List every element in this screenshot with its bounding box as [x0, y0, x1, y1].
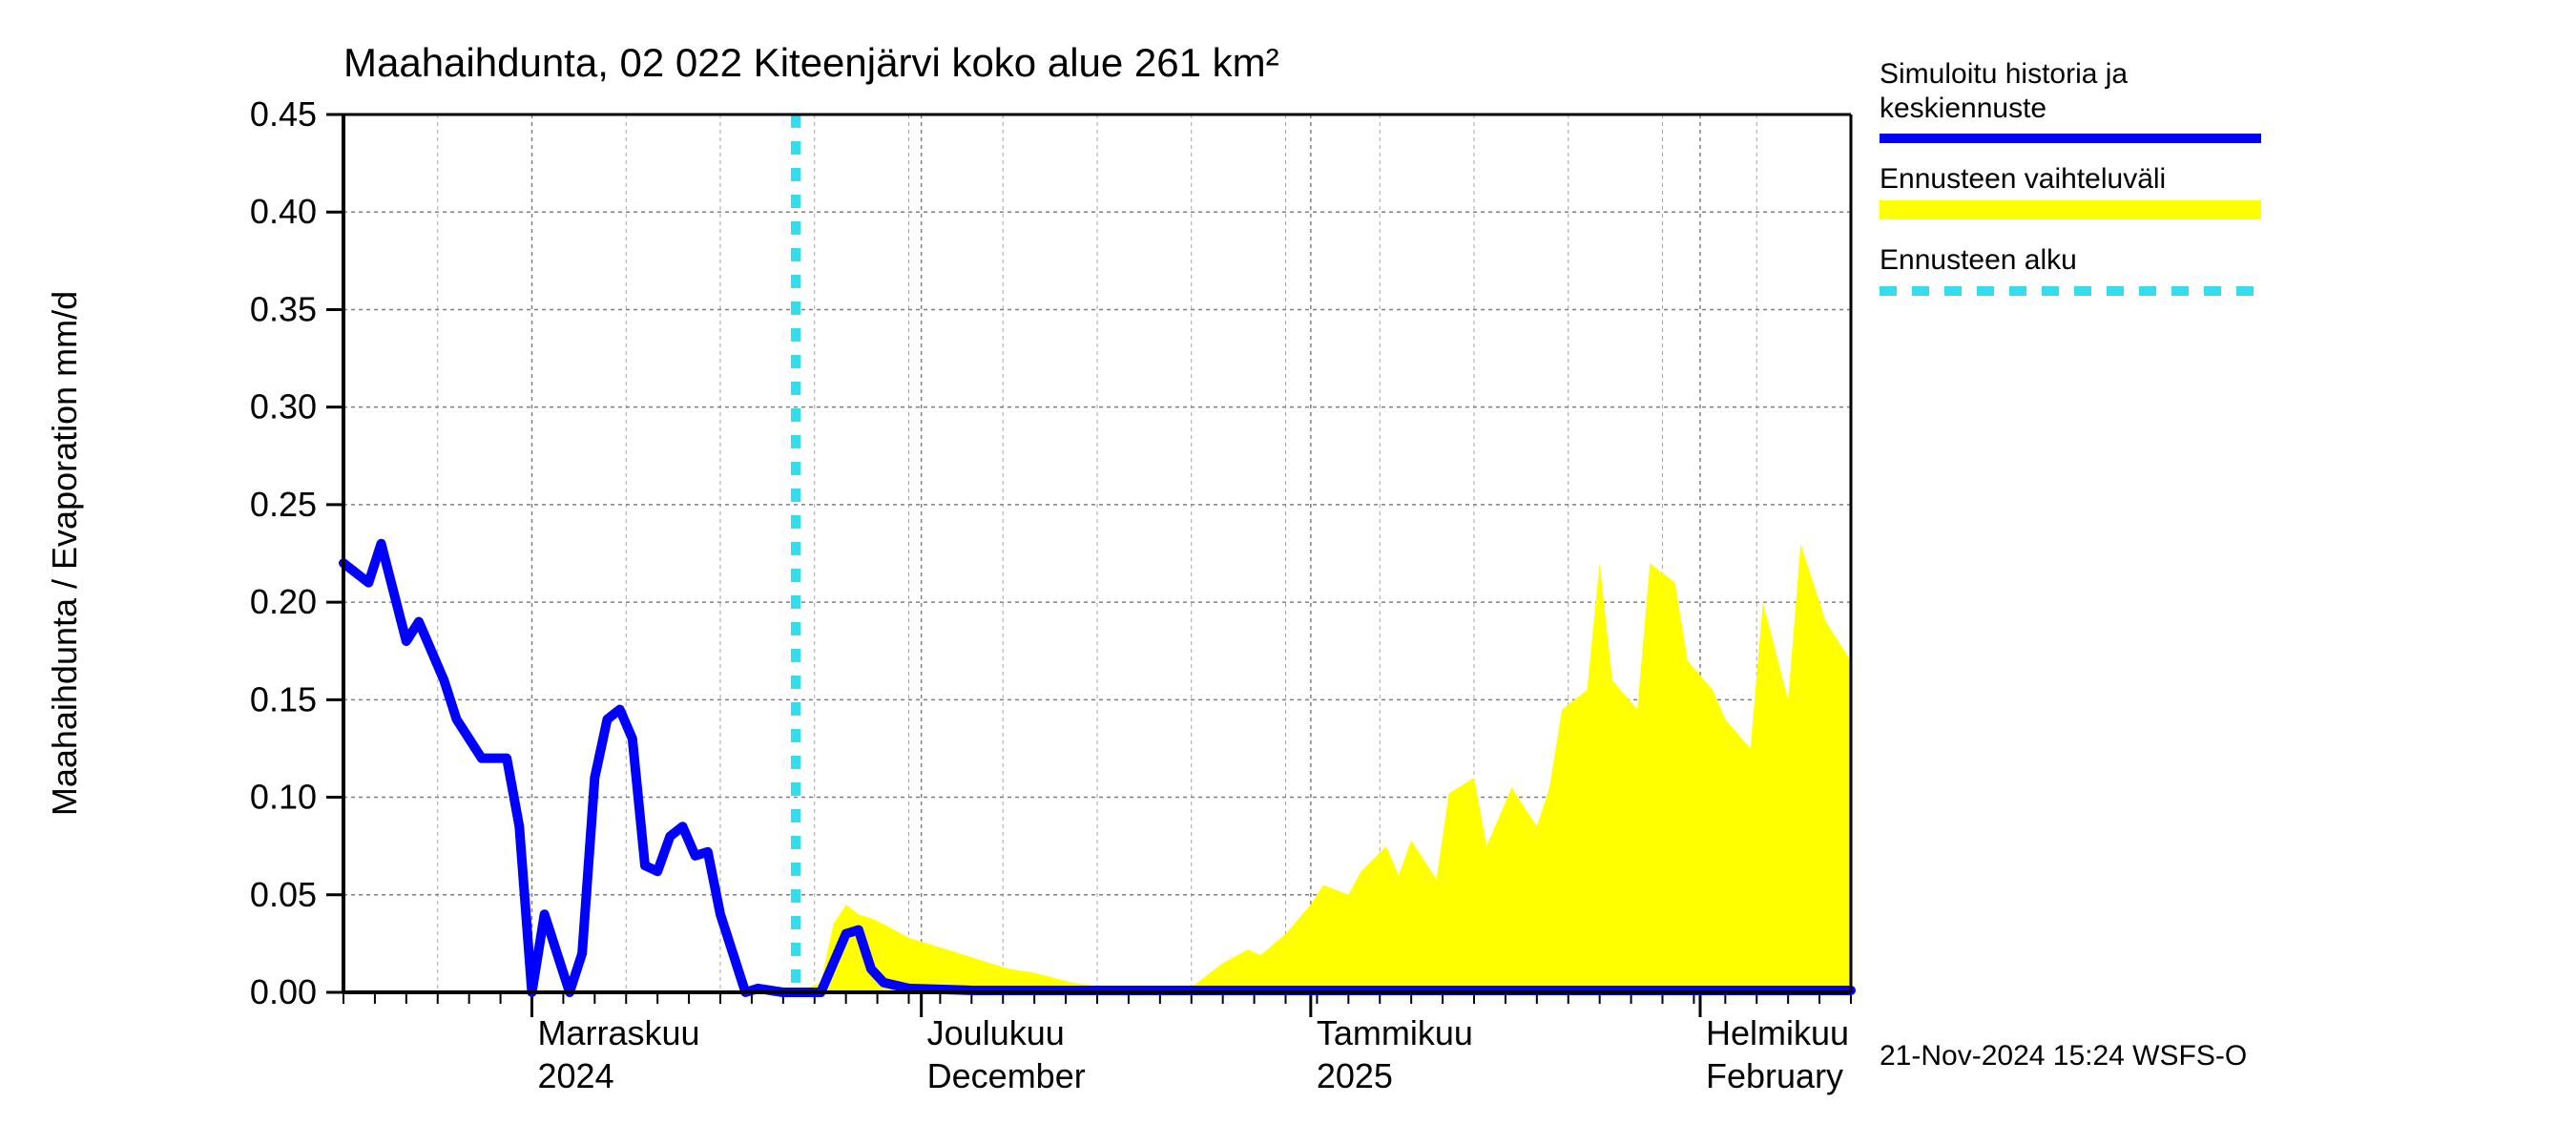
- legend-entry-band: Ennusteen vaihteluväli: [1880, 162, 2166, 197]
- forecast-band: [796, 544, 1851, 992]
- history-line: [343, 544, 796, 992]
- y-tick-label: 0.35: [250, 289, 317, 328]
- x-month-sublabel: December: [927, 1056, 1086, 1095]
- y-tick-label: 0.20: [250, 582, 317, 621]
- legend-label: Ennusteen vaihteluväli: [1880, 163, 2166, 195]
- legend-swatch-history: [1880, 134, 2261, 143]
- legend-label: Ennusteen alku: [1880, 244, 2077, 276]
- y-tick-label: 0.10: [250, 778, 317, 817]
- y-tick-label: 0.40: [250, 192, 317, 231]
- timestamp-text: 21-Nov-2024 15:24 WSFS-O: [1880, 1040, 2247, 1072]
- y-tick-label: 0.30: [250, 387, 317, 427]
- y-axis-label: Maahaihdunta / Evaporation mm/d: [45, 291, 84, 816]
- x-month-sublabel: February: [1706, 1056, 1843, 1095]
- x-month-sublabel: 2024: [538, 1056, 614, 1095]
- x-month-label: Marraskuu: [538, 1013, 700, 1052]
- y-tick-label: 0.05: [250, 875, 317, 914]
- legend-entry-history: Simuloitu historia ja keskiennuste: [1880, 57, 2128, 126]
- chart-title: Maahaihdunta, 02 022 Kiteenjärvi koko al…: [343, 40, 1279, 85]
- y-tick-label: 0.25: [250, 485, 317, 524]
- evaporation-chart: Maahaihdunta, 02 022 Kiteenjärvi koko al…: [0, 0, 2576, 1145]
- legend-swatch-forecast-start: [1880, 286, 2261, 296]
- y-tick-label: 0.00: [250, 972, 317, 1011]
- x-month-label: Tammikuu: [1317, 1013, 1473, 1052]
- legend-swatch-band: [1880, 200, 2261, 219]
- x-month-sublabel: 2025: [1317, 1056, 1393, 1095]
- legend-label: keskiennuste: [1880, 93, 2046, 124]
- y-tick-label: 0.15: [250, 679, 317, 718]
- x-month-label: Joulukuu: [927, 1013, 1065, 1052]
- chart-container: Maahaihdunta, 02 022 Kiteenjärvi koko al…: [0, 0, 2576, 1145]
- x-month-label: Helmikuu: [1706, 1013, 1849, 1052]
- timestamp-label: 21-Nov-2024 15:24 WSFS-O: [1880, 1040, 2247, 1072]
- y-tick-label: 0.45: [250, 94, 317, 134]
- legend-entry-forecast-start: Ennusteen alku: [1880, 243, 2077, 278]
- legend-label: Simuloitu historia ja: [1880, 58, 2128, 90]
